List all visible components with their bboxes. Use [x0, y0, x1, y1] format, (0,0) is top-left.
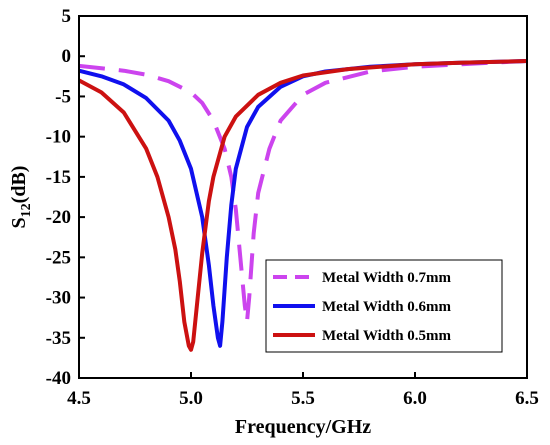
legend-label-2: Metal Width 0.6mm — [322, 299, 452, 315]
y-tick-label: -30 — [46, 288, 71, 309]
legend-label-1: Metal Width 0.7mm — [322, 270, 452, 286]
y-tick-label: 0 — [62, 46, 72, 67]
y-tick-label: -20 — [46, 207, 71, 228]
y-tick-label: -35 — [46, 328, 71, 349]
y-tick-label: -40 — [46, 368, 71, 389]
tick-layer: 4.5 5.0 5.5 6.0 6.5 5 0 -5 -10 -15 -20 -25 -30 -35 -40 — [46, 6, 539, 409]
x-tick-label: 5.0 — [179, 388, 203, 409]
y-axis-title-main: S — [8, 217, 30, 228]
x-tick-label: 4.5 — [67, 388, 91, 409]
legend-label-3: Metal Width 0.5mm — [322, 328, 452, 344]
y-tick-label: -25 — [46, 247, 71, 268]
y-axis-title-subscript: 12 — [19, 203, 34, 217]
y-tick-label: -15 — [46, 167, 71, 188]
legend: Metal Width 0.7mm Metal Width 0.6mm Metal … — [265, 259, 503, 353]
y-axis-title-unit: (dB) — [8, 166, 30, 204]
x-tick-label: 5.5 — [291, 388, 315, 409]
y-tick-label: -5 — [55, 86, 71, 107]
y-axis-title: S12(dB) — [8, 166, 34, 229]
series-layer — [79, 59, 527, 352]
x-tick-label: 6.5 — [515, 388, 539, 409]
y-tick-label: -10 — [46, 127, 71, 148]
x-axis-title: Frequency/GHz — [235, 416, 371, 438]
series-line-3 — [79, 59, 527, 352]
y-tick-label: 5 — [62, 6, 72, 27]
series-line-1 — [79, 59, 527, 324]
x-tick-label: 6.0 — [403, 388, 427, 409]
